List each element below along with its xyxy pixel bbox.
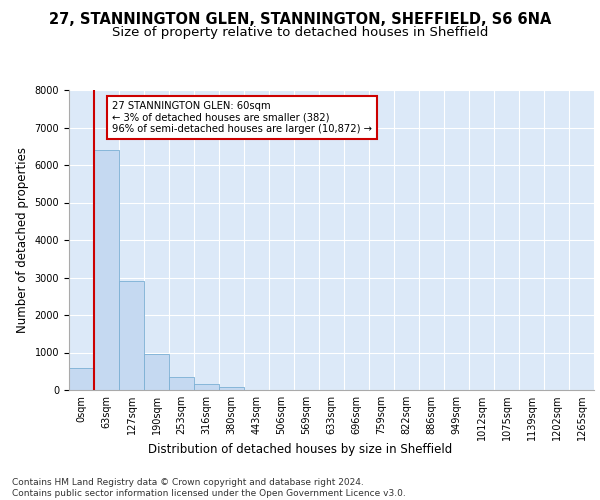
Bar (69, 368, 94, 390)
Bar (119, 280, 144, 390)
Text: Contains HM Land Registry data © Crown copyright and database right 2024.
Contai: Contains HM Land Registry data © Crown c… (12, 478, 406, 498)
Text: 27 STANNINGTON GLEN: 60sqm
← 3% of detached houses are smaller (382)
96% of semi: 27 STANNINGTON GLEN: 60sqm ← 3% of detac… (112, 101, 371, 134)
Bar (144, 354, 169, 390)
Text: Size of property relative to detached houses in Sheffield: Size of property relative to detached ho… (112, 26, 488, 39)
Bar (219, 387, 244, 390)
Y-axis label: Number of detached properties: Number of detached properties (16, 147, 29, 333)
Text: 27, STANNINGTON GLEN, STANNINGTON, SHEFFIELD, S6 6NA: 27, STANNINGTON GLEN, STANNINGTON, SHEFF… (49, 12, 551, 28)
Text: Distribution of detached houses by size in Sheffield: Distribution of detached houses by size … (148, 442, 452, 456)
Bar (169, 376, 194, 390)
Bar (194, 384, 219, 390)
Bar (94, 150, 119, 390)
